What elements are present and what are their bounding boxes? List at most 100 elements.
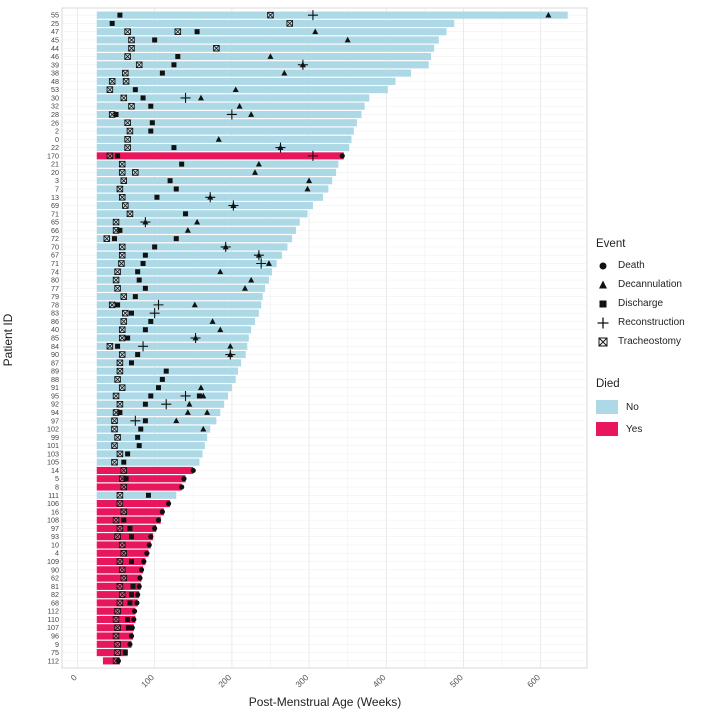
patient-bar [96, 342, 248, 350]
tracheostomy-marker [118, 566, 126, 574]
patient-bar [96, 508, 164, 516]
y-tick-label: 75 [51, 648, 59, 657]
discharge-marker [123, 476, 129, 482]
reconstruction-marker [130, 415, 141, 426]
death-marker [159, 509, 165, 515]
discharge-marker [130, 583, 136, 589]
tracheostomy-cross [120, 550, 127, 557]
tracheostomy-marker [116, 583, 124, 590]
y-tick-label: 39 [51, 60, 59, 69]
y-tick-label: 71 [51, 209, 59, 218]
tracheostomy-cross [128, 45, 135, 52]
y-tick-label: 92 [51, 400, 59, 409]
decannulation-marker [227, 351, 234, 357]
event-markers [103, 10, 552, 665]
tracheostomy-marker [116, 492, 124, 499]
x-tick-label: 400 [371, 672, 388, 689]
decannulation-marker [344, 36, 351, 43]
event-legend: Event Death Decannulation Discharge Reco… [596, 238, 685, 351]
patient-bar [96, 350, 246, 359]
y-tick-label: 84 [51, 342, 59, 351]
y-tick-label: 89 [51, 367, 59, 376]
square-icon [599, 300, 607, 307]
reconstruction-marker [161, 399, 172, 410]
tracheostomy-cross [111, 417, 118, 424]
y-tick-label: 86 [51, 317, 59, 326]
death-marker [131, 608, 138, 614]
y-tick-label: 32 [51, 102, 59, 111]
death-marker [136, 583, 142, 589]
tracheostomy-marker [116, 359, 124, 367]
tracheostomy-marker [120, 483, 128, 491]
y-tick-label: 13 [51, 193, 59, 202]
patient-bar [96, 86, 388, 94]
discharge-marker [140, 260, 146, 266]
patient-bar [96, 417, 217, 425]
discharge-marker [142, 401, 148, 407]
tracheostomy-cross [286, 20, 293, 27]
y-tick-label: 68 [51, 598, 59, 607]
discharge-marker [148, 103, 154, 109]
patient-bar [96, 384, 232, 392]
patient-bar [96, 649, 128, 657]
tracheostomy-cross [119, 566, 126, 573]
tracheostomy-cross [114, 533, 121, 540]
decannulation-marker [217, 268, 224, 275]
patient-bar [96, 524, 157, 532]
y-tick-label: 88 [51, 375, 59, 384]
tracheostomy-marker [286, 20, 294, 27]
discharge-marker [148, 318, 154, 324]
decannulation-marker [142, 218, 149, 225]
patient-bar [96, 541, 151, 549]
tracheostomy-cross [128, 36, 135, 44]
y-tick-label: 72 [51, 234, 59, 243]
patient-bar [96, 28, 447, 36]
patient-bar [96, 632, 134, 640]
death-marker [144, 550, 150, 556]
tracheostomy-cross [109, 78, 116, 85]
tracheostomy-marker [114, 376, 121, 383]
tracheostomy-marker [126, 127, 134, 135]
decannulation-marker [173, 417, 180, 424]
discharge-marker [125, 625, 131, 631]
y-tick-label: 85 [51, 334, 59, 343]
tracheostomy-cross [124, 28, 131, 35]
discharge-marker [136, 443, 142, 449]
patient-bar [96, 185, 329, 193]
tracheostomy-marker [114, 641, 121, 648]
decannulation-marker [255, 160, 262, 167]
patient-bar [96, 259, 277, 268]
tracheostomy-marker [112, 276, 120, 284]
y-tick-label: 0 [55, 135, 59, 144]
tracheostomy-cross [119, 169, 126, 176]
y-tick-label: 9 [55, 640, 59, 649]
decannulation-marker [281, 69, 288, 76]
discharge-marker [149, 120, 155, 126]
death-marker [115, 658, 121, 664]
tracheostomy-marker [128, 102, 135, 110]
patient-bar [96, 549, 149, 557]
death-marker [135, 592, 141, 598]
tracheostomy-marker [120, 467, 128, 474]
tracheostomy-cross [120, 483, 127, 491]
tracheostomy-cross [116, 500, 123, 507]
tracheostomy-cross [119, 252, 126, 259]
y-tick-label: 14 [51, 466, 59, 475]
tracheostomy-cross [106, 343, 113, 350]
y-tick-label: 62 [51, 574, 59, 583]
patient-bar [96, 566, 144, 574]
y-tick-label: 99 [51, 433, 59, 442]
tracheostomy-cross [119, 326, 126, 333]
y-tick-label: 55 [51, 11, 59, 20]
legend-item-died-yes: Yes [596, 418, 642, 440]
decannulation-marker [194, 218, 201, 225]
discharge-marker [156, 385, 162, 391]
tracheostomy-marker [122, 202, 129, 209]
patient-bar [96, 516, 161, 524]
y-tick-label: 77 [51, 284, 59, 293]
patient-bar [96, 533, 154, 541]
decannulation-marker [299, 61, 306, 68]
y-tick-label: 108 [47, 516, 59, 525]
tracheostomy-cross [116, 583, 123, 590]
decannulation-marker [200, 392, 207, 399]
